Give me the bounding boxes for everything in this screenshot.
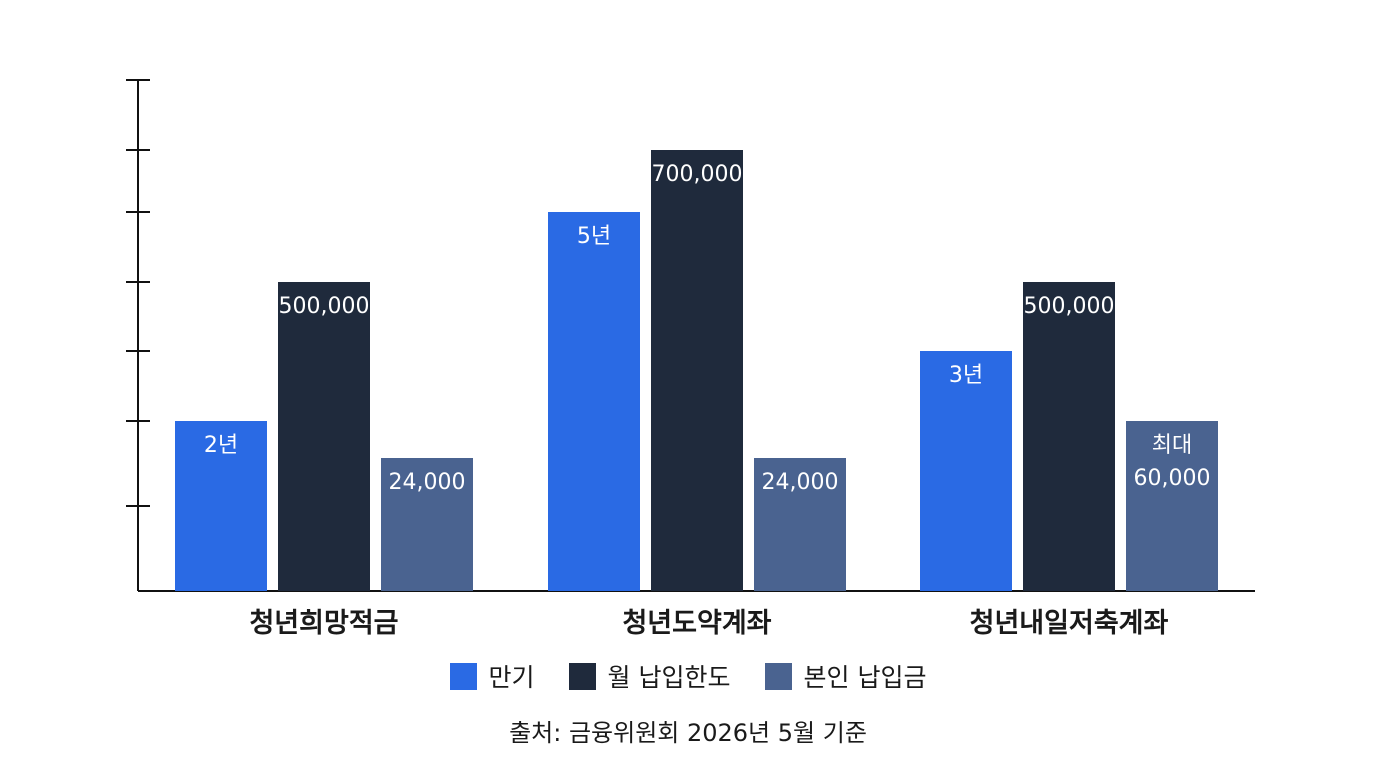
bar-data-label: 24,000 <box>762 470 839 495</box>
bar <box>1126 421 1218 591</box>
legend: 만기 월 납입한도 본인 납입금 <box>0 656 1376 696</box>
bar <box>754 458 846 591</box>
legend-swatch <box>449 662 477 690</box>
bar <box>920 351 1012 591</box>
legend-label: 월 납입한도 <box>607 663 731 692</box>
bar-data-label: 3년 <box>949 363 983 388</box>
bar-data-label: 24,000 <box>389 470 466 495</box>
bar <box>1023 282 1115 591</box>
legend-item: 본인 납입금 <box>764 658 927 694</box>
bar-data-label: 700,000 <box>652 162 743 187</box>
bar-data-label: 500,000 <box>1024 294 1115 319</box>
category-label: 청년내일저축계좌 <box>970 608 1169 639</box>
bar <box>548 212 640 591</box>
bar-data-label: 60,000 <box>1134 466 1211 491</box>
category-labels: 청년희망적금 청년도약계좌 청년내일저축계좌 <box>249 608 1168 639</box>
category-label: 청년희망적금 <box>249 608 398 639</box>
legend-swatch <box>568 662 596 690</box>
bar-data-label: 최대 <box>1152 433 1192 458</box>
bar <box>175 421 267 591</box>
bar-data-label: 2년 <box>204 433 238 458</box>
legend-item: 월 납입한도 <box>568 658 731 694</box>
legend-swatch <box>764 662 792 690</box>
source-note: 출처: 금융위원회 2026년 5월 기준 <box>509 719 867 747</box>
bar-data-label: 5년 <box>577 224 611 249</box>
legend-item: 만기 <box>449 658 535 694</box>
bar <box>381 458 473 591</box>
category-label: 청년도약계좌 <box>622 608 771 639</box>
legend-label: 본인 납입금 <box>803 663 927 692</box>
chart-bars: 2년 500,000 24,000 5년 700,000 24,000 3년 500,000 최… <box>175 150 1218 591</box>
legend-label: 만기 <box>488 663 535 692</box>
bar-data-label: 500,000 <box>279 294 370 319</box>
bar <box>278 282 370 591</box>
bar <box>651 150 743 591</box>
